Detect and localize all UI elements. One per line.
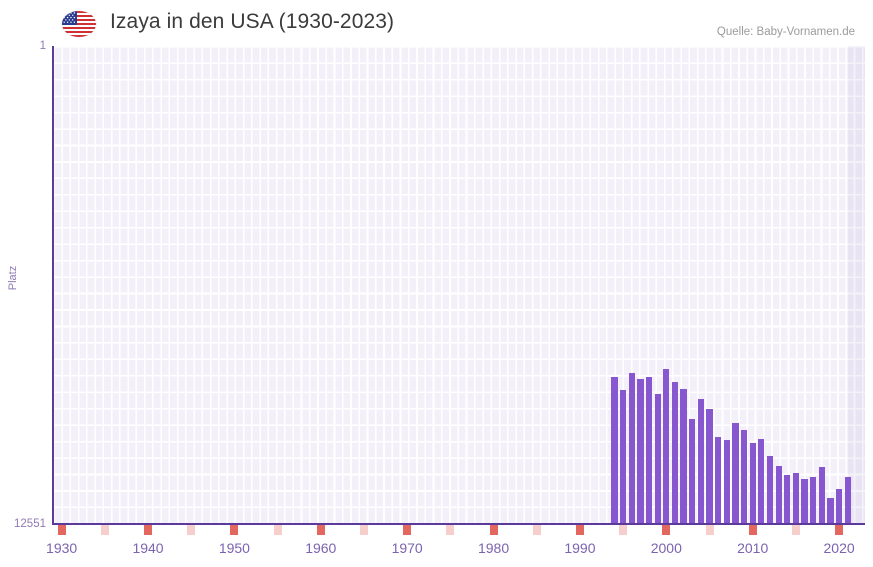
- bar: [654, 393, 661, 523]
- x-axis-tick-major: [403, 525, 412, 535]
- x-axis-tick-label: 1970: [391, 540, 423, 556]
- bar: [663, 369, 670, 523]
- x-axis-tick-minor: [791, 525, 800, 535]
- forecast-plotband: [847, 46, 865, 523]
- bar: [628, 373, 635, 523]
- y-axis-line: [52, 46, 54, 525]
- bar: [792, 472, 799, 523]
- x-axis-tick-label: 1990: [564, 540, 596, 556]
- x-axis-tick-label: 2020: [823, 540, 855, 556]
- x-axis-tick-label: 1940: [132, 540, 164, 556]
- x-axis-tick-minor: [619, 525, 628, 535]
- bar: [637, 378, 644, 523]
- x-axis-tick-major: [835, 525, 844, 535]
- bar: [758, 438, 765, 523]
- bar: [689, 418, 696, 523]
- bar: [715, 437, 722, 523]
- bar: [810, 476, 817, 523]
- bar: [723, 439, 730, 523]
- us-flag-icon: [62, 11, 96, 37]
- x-axis-tick-minor: [359, 525, 368, 535]
- chart-header: Izaya in den USA (1930-2023) Quelle: Bab…: [0, 0, 873, 46]
- y-axis-title: Platz: [7, 265, 19, 291]
- bar: [680, 388, 687, 523]
- bar: [620, 390, 627, 523]
- x-axis-tick-minor: [273, 525, 282, 535]
- x-axis-tick-label: 1950: [218, 540, 250, 556]
- x-axis-tick-label: 1960: [305, 540, 337, 556]
- x-axis-tick-major: [662, 525, 671, 535]
- bar: [766, 456, 774, 523]
- page-title: Izaya in den USA (1930-2023): [110, 10, 395, 33]
- x-axis-tick-minor: [705, 525, 714, 535]
- bar: [611, 377, 618, 523]
- x-axis-tick-major: [489, 525, 498, 535]
- x-axis-tick-major: [316, 525, 325, 535]
- bar: [671, 382, 679, 523]
- x-axis-tick-major: [748, 525, 757, 535]
- bar: [784, 475, 791, 523]
- x-axis-tick-minor: [532, 525, 541, 535]
- bar: [706, 409, 713, 523]
- bar: [740, 429, 748, 523]
- x-axis-tick-major: [575, 525, 584, 535]
- bar: [827, 498, 834, 523]
- bar: [775, 465, 782, 523]
- x-axis-tick-major: [144, 525, 153, 535]
- bar-series: [53, 46, 865, 523]
- x-axis-tick-minor: [100, 525, 109, 535]
- y-axis-tick-bottom: 12551: [14, 518, 46, 530]
- y-axis-tick-top: 1: [39, 40, 46, 52]
- bar: [697, 399, 704, 523]
- bar: [818, 467, 825, 523]
- x-axis-tick-minor: [187, 525, 196, 535]
- bar: [801, 479, 808, 523]
- bar: [844, 476, 851, 523]
- x-axis-line: [52, 523, 865, 525]
- x-axis-tick-label: 1930: [46, 540, 78, 556]
- x-axis-tick-major: [57, 525, 66, 535]
- x-axis-tick-label: 2000: [650, 540, 682, 556]
- bar: [732, 423, 739, 523]
- bar: [749, 442, 756, 523]
- plot-area: [53, 46, 865, 523]
- x-axis-tick-label: 2010: [737, 540, 769, 556]
- x-axis-tick-label: 1980: [477, 540, 510, 556]
- x-axis-tick-major: [230, 525, 239, 535]
- source-attribution: Quelle: Baby-Vornamen.de: [716, 26, 855, 38]
- x-axis-tick-minor: [446, 525, 455, 535]
- bar: [645, 377, 653, 523]
- bar: [835, 488, 843, 523]
